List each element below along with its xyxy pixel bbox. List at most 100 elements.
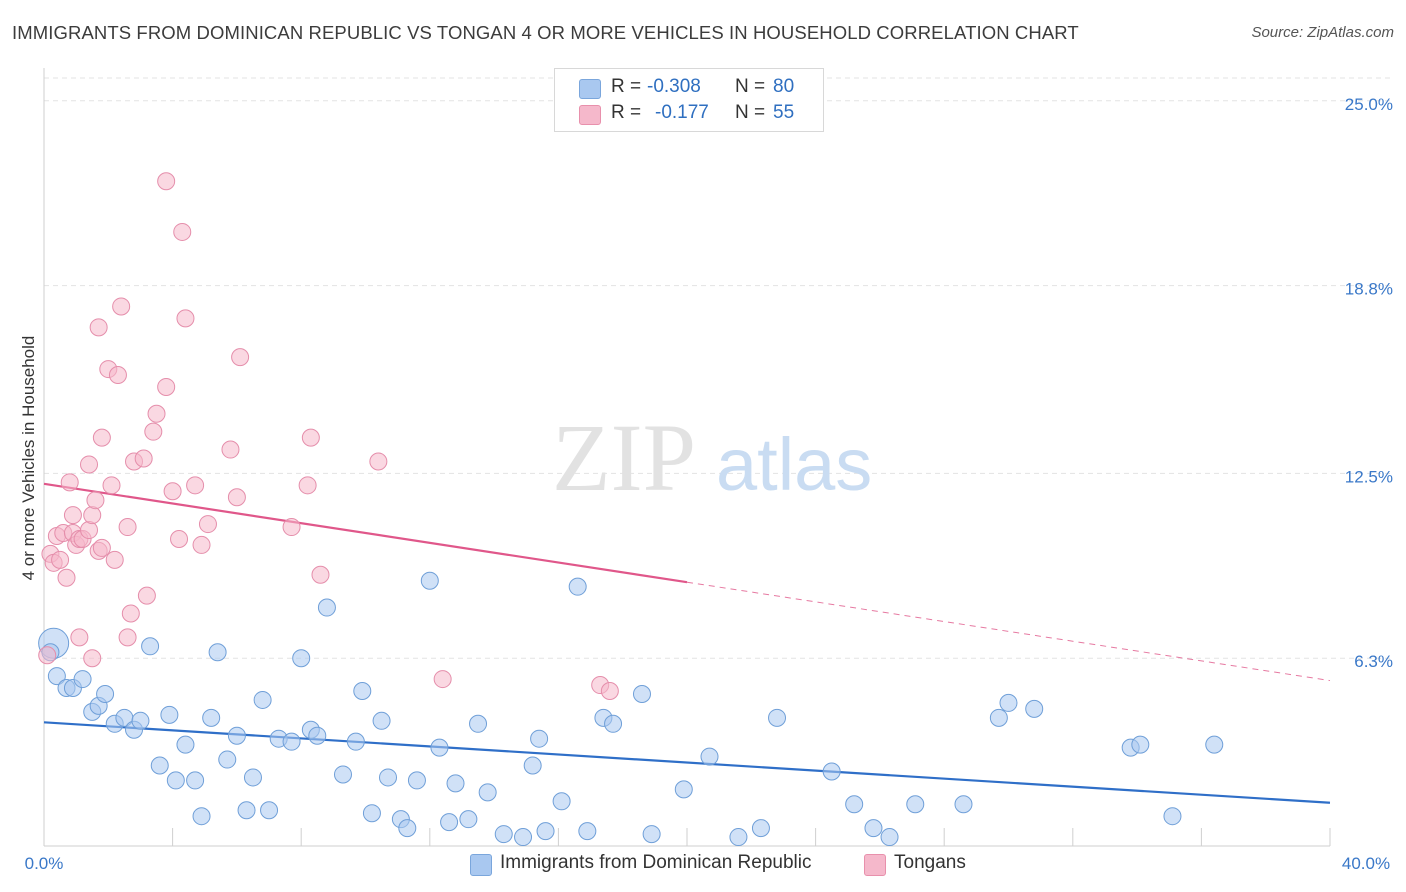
data-point-dominican xyxy=(674,780,693,799)
data-point-tongan xyxy=(147,404,166,423)
data-point-dominican xyxy=(864,819,883,838)
data-point-dominican xyxy=(430,738,449,757)
data-point-dominican xyxy=(578,822,597,841)
data-point-dominican xyxy=(227,726,246,745)
data-point-dominican xyxy=(530,729,549,748)
legend-r-label: R = xyxy=(611,76,642,97)
data-point-tongan xyxy=(186,476,205,495)
trend-line-dominican xyxy=(43,721,1331,804)
data-point-tongan xyxy=(433,670,452,689)
data-point-tongan xyxy=(282,518,301,537)
data-point-dominican xyxy=(632,684,651,703)
data-point-dominican xyxy=(253,690,272,709)
data-point-dominican xyxy=(346,732,365,751)
data-point-tongan xyxy=(157,172,176,191)
y-tick-label: 18.8% xyxy=(1345,280,1393,299)
data-point-dominican xyxy=(398,819,417,838)
data-point-dominican xyxy=(362,804,381,823)
data-point-dominican xyxy=(999,693,1018,712)
data-point-tongan xyxy=(134,449,153,468)
data-point-dominican xyxy=(478,783,497,802)
data-point-tongan xyxy=(221,440,240,459)
data-point-dominican xyxy=(1205,735,1224,754)
data-point-dominican xyxy=(131,711,150,730)
data-point-tongan xyxy=(83,506,102,525)
data-point-tongan xyxy=(80,455,99,474)
data-point-tongan xyxy=(112,297,131,316)
data-point-dominican xyxy=(166,771,185,790)
legend-n-label: N = xyxy=(735,102,766,123)
data-point-tongan xyxy=(121,604,140,623)
data-point-dominican xyxy=(420,571,439,590)
data-point-dominican xyxy=(47,667,66,686)
x-tick-label: 40.0% xyxy=(1342,854,1390,873)
data-point-dominican xyxy=(353,681,372,700)
bottom-legend-swatch-dominican xyxy=(470,854,492,876)
data-point-dominican xyxy=(751,819,770,838)
data-point-dominican xyxy=(160,705,179,724)
watermark: ZIP atlas xyxy=(552,404,872,511)
data-point-dominican xyxy=(440,813,459,832)
chart-title: IMMIGRANTS FROM DOMINICAN REPUBLIC VS TO… xyxy=(12,22,1079,43)
data-point-tongan xyxy=(86,491,105,510)
data-point-tongan xyxy=(137,586,156,605)
data-point-tongan xyxy=(60,473,79,492)
data-point-tongan xyxy=(89,318,108,337)
data-point-dominican xyxy=(202,708,221,727)
axes xyxy=(43,68,1331,847)
data-point-dominican xyxy=(729,828,748,847)
data-point-dominican xyxy=(372,711,391,730)
data-point-dominican xyxy=(989,708,1008,727)
data-point-dominican xyxy=(552,792,571,811)
data-point-tongan xyxy=(144,422,163,441)
data-point-dominican xyxy=(150,756,169,775)
data-point-dominican xyxy=(536,822,555,841)
data-point-tongan xyxy=(600,681,619,700)
data-point-dominican xyxy=(141,637,160,656)
x-tick-label: 0.0% xyxy=(25,854,64,873)
data-point-dominican xyxy=(1163,807,1182,826)
data-point-dominican xyxy=(73,670,92,689)
data-point-tongan xyxy=(227,488,246,507)
data-point-dominican xyxy=(906,795,925,814)
bottom-legend-label-dominican: Immigrants from Dominican Republic xyxy=(500,852,812,873)
data-point-dominican xyxy=(260,801,279,820)
data-point-tongan xyxy=(301,428,320,447)
data-point-dominican xyxy=(954,795,973,814)
data-point-tongan xyxy=(231,348,250,367)
data-point-dominican xyxy=(469,714,488,733)
chart-source: Source: ZipAtlas.com xyxy=(1251,24,1394,41)
watermark-zip: ZIP xyxy=(552,404,696,511)
data-point-dominican xyxy=(407,771,426,790)
legend-r-label: R = xyxy=(611,102,642,123)
data-point-dominican xyxy=(845,795,864,814)
data-point-tongan xyxy=(92,428,111,447)
data-point-tongan xyxy=(170,529,189,548)
data-point-dominican xyxy=(494,825,513,844)
data-point-dominican xyxy=(186,771,205,790)
legend-n-label: N = xyxy=(735,76,766,97)
data-point-tongan xyxy=(311,565,330,584)
legend-swatch-dominican xyxy=(579,79,601,99)
data-point-tongan xyxy=(369,452,388,471)
data-point-tongan xyxy=(57,568,76,587)
data-point-tongan xyxy=(102,476,121,495)
gridlines xyxy=(44,77,1394,659)
data-point-tongan xyxy=(108,366,127,385)
bottom-legend-swatch-tongan xyxy=(864,854,886,876)
data-point-dominican xyxy=(459,810,478,829)
data-point-dominican xyxy=(1025,699,1044,718)
data-point-tongan xyxy=(105,550,124,569)
data-point-tongan xyxy=(51,550,70,569)
data-point-tongan xyxy=(118,628,137,647)
data-point-dominican xyxy=(880,828,899,847)
data-point-dominican xyxy=(308,726,327,745)
legend-n-value-tongan: 55 xyxy=(773,102,795,123)
data-point-tongan xyxy=(80,521,99,540)
data-point-dominican xyxy=(176,735,195,754)
y-tick-label: 25.0% xyxy=(1345,95,1393,114)
data-point-dominican xyxy=(379,768,398,787)
data-point-tongan xyxy=(70,628,89,647)
trend-line-tongan xyxy=(686,581,1331,682)
legend-n-value-dominican: 80 xyxy=(773,76,795,97)
